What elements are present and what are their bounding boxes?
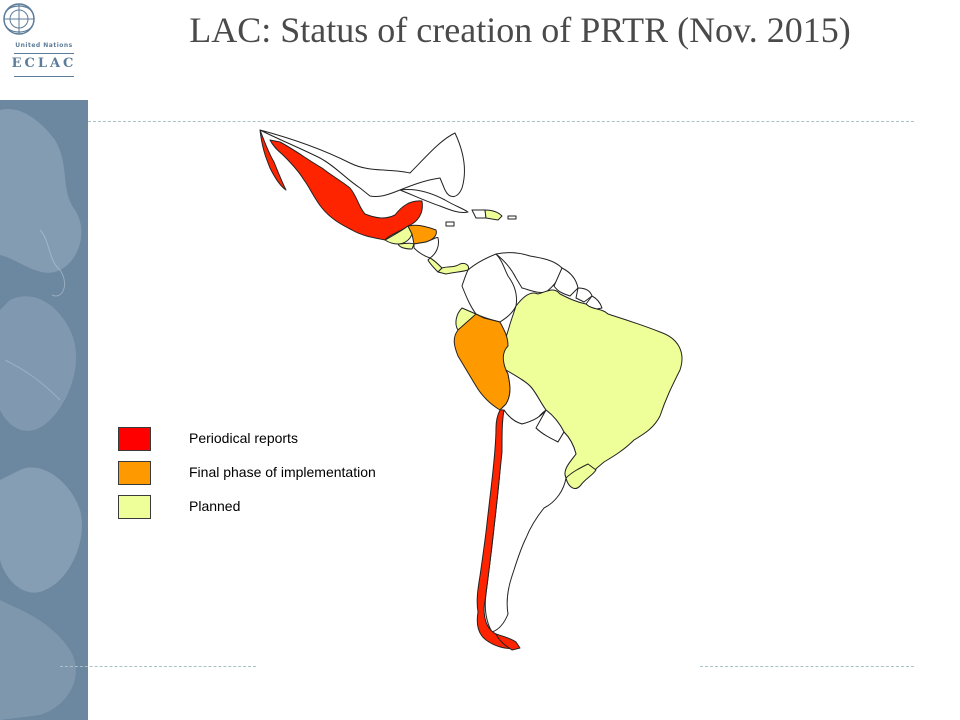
dominican-republic	[484, 209, 503, 221]
legend-label: Periodical reports	[189, 430, 298, 446]
suriname	[575, 287, 593, 303]
legend-swatch-red	[118, 427, 151, 451]
un-emblem-icon	[3, 3, 35, 35]
divider-bottom-right	[700, 666, 914, 667]
panama	[437, 263, 469, 275]
legend-label: Final phase of implementation	[189, 464, 376, 480]
puerto-rico	[507, 215, 517, 220]
el-salvador	[397, 242, 415, 250]
un-name-text: United Nations	[15, 42, 73, 49]
nicaragua	[413, 237, 439, 259]
sidebar-decoration: United Nations ECLAC	[0, 0, 88, 720]
tierra-del-fuego	[495, 633, 521, 651]
legend-item-final-phase: Final phase of implementation	[118, 461, 438, 487]
eclac-acronym: ECLAC	[11, 56, 77, 71]
chile	[476, 409, 517, 649]
legend-item-periodical-reports: Periodical reports	[118, 427, 438, 453]
divider-bottom-left	[60, 666, 256, 667]
legend-item-planned: Planned	[118, 495, 438, 521]
world-map-texture	[0, 0, 88, 720]
lac-prtr-status-map	[259, 129, 683, 651]
legend-swatch-yellow	[118, 495, 151, 519]
legend-label: Planned	[189, 498, 241, 514]
guatemala	[384, 225, 413, 245]
guyana	[553, 267, 579, 297]
logo-rule-top	[14, 53, 74, 54]
uruguay	[565, 463, 597, 489]
logo-rule-bottom	[14, 76, 74, 77]
legend-swatch-orange	[118, 461, 151, 485]
peru	[453, 313, 511, 411]
haiti	[471, 209, 487, 219]
slide-title: LAC: Status of creation of PRTR (Nov. 20…	[189, 10, 851, 50]
usa-outline	[259, 129, 465, 197]
cuba	[399, 189, 469, 213]
divider-top	[88, 121, 914, 122]
eclac-logo: United Nations ECLAC	[0, 0, 88, 100]
jamaica	[445, 221, 455, 227]
